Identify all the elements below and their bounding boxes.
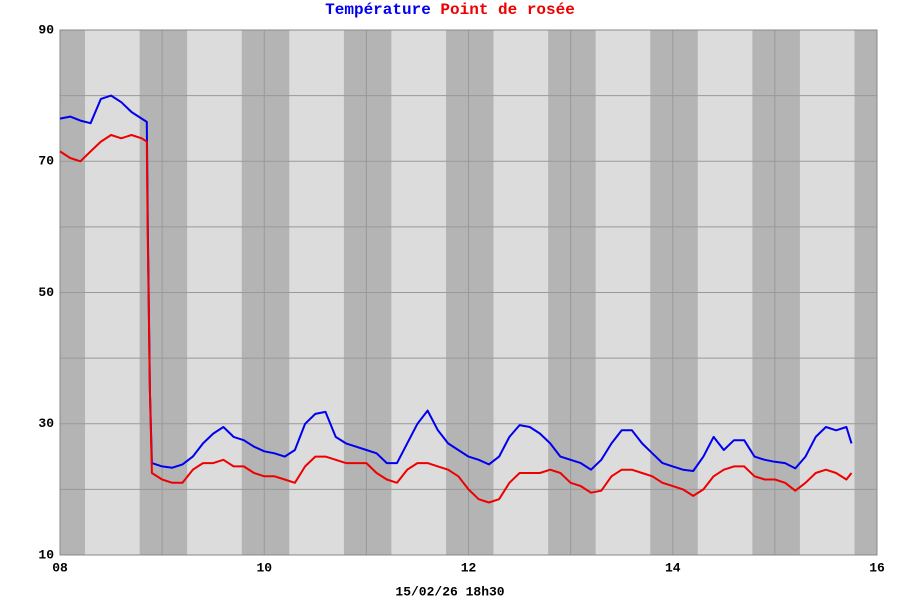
legend-entry: Point de rosée [440,1,574,19]
y-tick-label: 50 [38,285,54,300]
y-tick-label: 70 [38,154,54,169]
series-line [59,94,853,472]
x-tick-label: 14 [665,560,681,575]
plot-border [59,29,878,556]
y-tick-label: 30 [38,416,54,431]
legend-entry: Température [325,1,431,19]
series-line [59,134,853,504]
y-tick-label: 90 [38,22,54,37]
x-tick-label: 10 [256,560,272,575]
y-tick-label: 10 [38,547,54,562]
x-axis-label: 15/02/26 18h30 [395,584,504,599]
chart-title: Température Point de rosée [325,1,575,19]
x-tick-label: 12 [461,560,477,575]
x-tick-label: 16 [869,560,885,575]
x-tick-label: 08 [52,560,68,575]
